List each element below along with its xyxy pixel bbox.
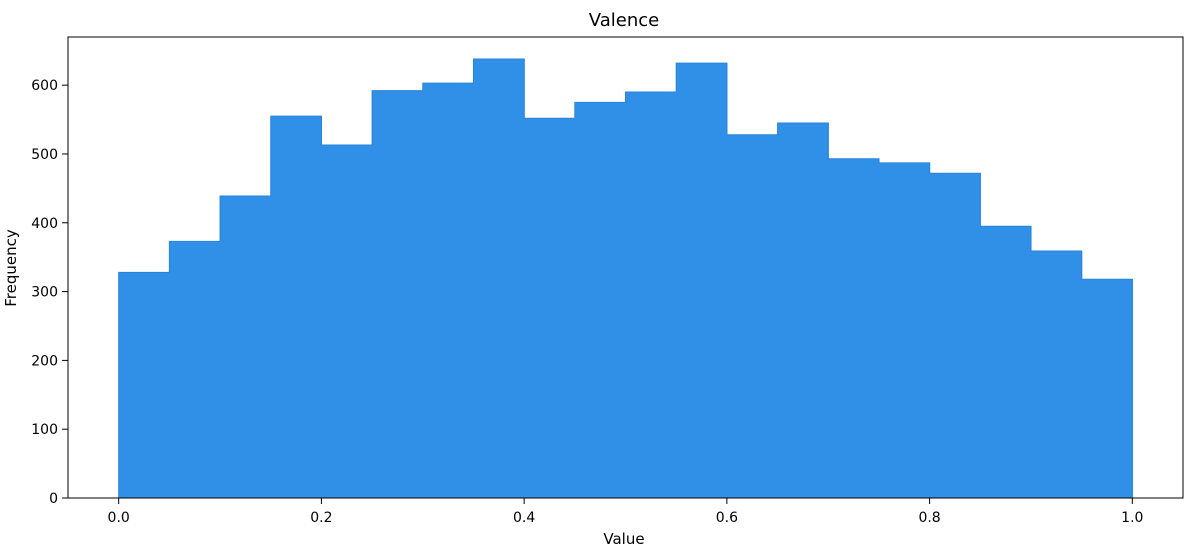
plot-frame — [67, 36, 1184, 499]
chart-title: Valence — [589, 10, 659, 31]
histogram-bar — [372, 90, 424, 499]
histogram-bar — [422, 83, 475, 498]
y-tick-label: 200 — [31, 353, 58, 369]
x-tick-label: 0.4 — [513, 510, 535, 526]
y-tick-label: 600 — [31, 78, 58, 94]
x-tick-label: 1.0 — [1121, 510, 1143, 526]
histogram-bar — [169, 241, 221, 498]
histogram-bar — [828, 158, 880, 498]
histogram-bar — [220, 195, 272, 499]
y-tick-label: 500 — [31, 147, 58, 163]
histogram-bar — [574, 102, 627, 499]
y-tick-label: 400 — [31, 216, 58, 232]
x-axis-ticks: 0.0 0.2 0.4 0.6 0.8 1.0 — [108, 498, 1143, 526]
y-tick-label: 300 — [31, 285, 58, 301]
y-axis-label: Frequency — [2, 229, 20, 307]
histogram-bar — [980, 226, 1032, 498]
histogram-bar — [1081, 279, 1133, 498]
histogram-bar — [524, 118, 576, 499]
histogram-outline — [118, 58, 1133, 498]
histogram-bar — [625, 92, 677, 499]
x-tick-label: 0.2 — [310, 510, 332, 526]
histogram-bar — [473, 59, 525, 498]
histogram-bar — [270, 116, 323, 499]
y-tick-label: 0 — [49, 491, 58, 507]
x-tick-label: 0.6 — [716, 510, 738, 526]
histogram-bar — [929, 173, 981, 498]
histogram-bar — [777, 123, 829, 499]
y-axis-ticks: 0 100 200 300 400 500 600 — [31, 78, 68, 507]
histogram-bar — [878, 162, 931, 499]
x-axis-label: Value — [603, 530, 644, 548]
histogram-bar — [676, 63, 728, 498]
y-tick-label: 100 — [31, 422, 58, 438]
histogram-bar — [1030, 250, 1083, 498]
x-tick-label: 0.0 — [108, 510, 130, 526]
histogram-bar — [726, 134, 779, 499]
histogram-bar — [118, 272, 170, 498]
histogram-bar — [321, 145, 373, 498]
x-tick-label: 0.8 — [918, 510, 940, 526]
bars-group — [118, 58, 1133, 499]
